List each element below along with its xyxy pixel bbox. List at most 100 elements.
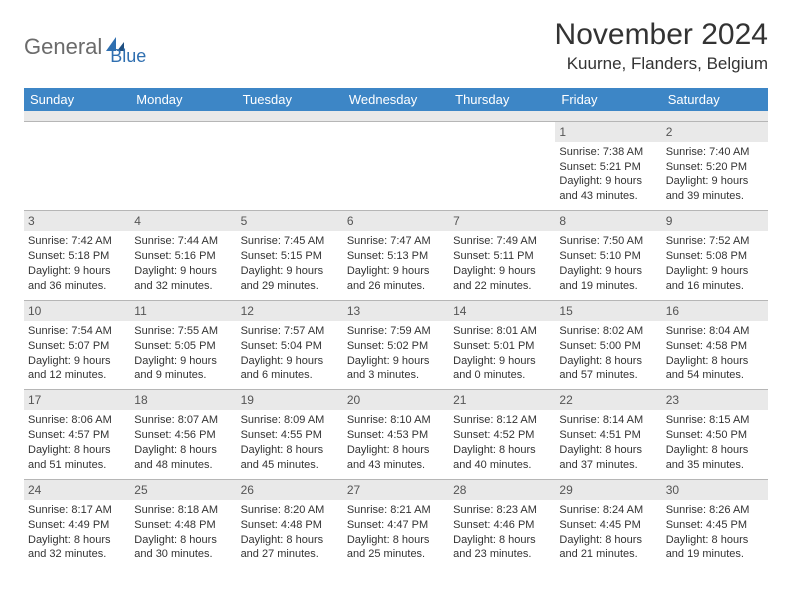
sunset-line: Sunset: 4:58 PM	[666, 339, 764, 354]
sunrise-line: Sunrise: 7:52 AM	[666, 234, 764, 249]
sunrise-line: Sunrise: 8:12 AM	[453, 413, 551, 428]
day-number: 4	[130, 211, 236, 231]
sunrise-line: Sunrise: 8:17 AM	[28, 503, 126, 518]
day-cell: 29Sunrise: 8:24 AMSunset: 4:45 PMDayligh…	[555, 479, 661, 568]
title-block: November 2024 Kuurne, Flanders, Belgium	[555, 18, 768, 74]
sunset-line: Sunset: 4:53 PM	[347, 428, 445, 443]
sunrise-line: Sunrise: 7:42 AM	[28, 234, 126, 249]
day-number: 1	[555, 122, 661, 142]
day-number: 19	[237, 390, 343, 410]
sunset-line: Sunset: 4:56 PM	[134, 428, 232, 443]
day-number: 25	[130, 480, 236, 500]
day-cell: 21Sunrise: 8:12 AMSunset: 4:52 PMDayligh…	[449, 390, 555, 480]
dow-sunday: Sunday	[24, 88, 130, 111]
day-number: 11	[130, 301, 236, 321]
daylight-line: Daylight: 9 hours and 6 minutes.	[241, 354, 339, 384]
dow-saturday: Saturday	[662, 88, 768, 111]
sunrise-line: Sunrise: 7:40 AM	[666, 145, 764, 160]
day-cell: 22Sunrise: 8:14 AMSunset: 4:51 PMDayligh…	[555, 390, 661, 480]
day-number: 7	[449, 211, 555, 231]
sunrise-line: Sunrise: 7:54 AM	[28, 324, 126, 339]
sunrise-line: Sunrise: 7:47 AM	[347, 234, 445, 249]
sunset-line: Sunset: 5:10 PM	[559, 249, 657, 264]
daylight-line: Daylight: 8 hours and 25 minutes.	[347, 533, 445, 563]
sunrise-line: Sunrise: 8:14 AM	[559, 413, 657, 428]
daylight-line: Daylight: 8 hours and 19 minutes.	[666, 533, 764, 563]
daylight-line: Daylight: 8 hours and 30 minutes.	[134, 533, 232, 563]
day-number: 16	[662, 301, 768, 321]
spacer-row	[24, 111, 768, 121]
sunrise-line: Sunrise: 7:55 AM	[134, 324, 232, 339]
day-number: 17	[24, 390, 130, 410]
sunrise-line: Sunrise: 7:57 AM	[241, 324, 339, 339]
day-number: 13	[343, 301, 449, 321]
daylight-line: Daylight: 9 hours and 3 minutes.	[347, 354, 445, 384]
week-row: 17Sunrise: 8:06 AMSunset: 4:57 PMDayligh…	[24, 390, 768, 480]
sunset-line: Sunset: 4:45 PM	[666, 518, 764, 533]
sunrise-line: Sunrise: 8:23 AM	[453, 503, 551, 518]
day-number: 21	[449, 390, 555, 410]
day-number: 27	[343, 480, 449, 500]
sunset-line: Sunset: 5:01 PM	[453, 339, 551, 354]
sunrise-line: Sunrise: 8:06 AM	[28, 413, 126, 428]
sunrise-line: Sunrise: 8:01 AM	[453, 324, 551, 339]
daylight-line: Daylight: 8 hours and 40 minutes.	[453, 443, 551, 473]
sunrise-line: Sunrise: 8:15 AM	[666, 413, 764, 428]
daylight-line: Daylight: 8 hours and 21 minutes.	[559, 533, 657, 563]
day-cell	[343, 121, 449, 211]
sunrise-line: Sunrise: 8:26 AM	[666, 503, 764, 518]
day-cell	[449, 121, 555, 211]
logo: General Blue	[24, 18, 146, 67]
day-cell: 8 Sunrise: 7:50 AMSunset: 5:10 PMDaylight…	[555, 211, 661, 301]
calendar-body: 1 Sunrise: 7:38 AMSunset: 5:21 PM Daylight…	[24, 121, 768, 568]
sunset-line: Sunset: 4:46 PM	[453, 518, 551, 533]
daylight-line: Daylight: 9 hours and 26 minutes.	[347, 264, 445, 294]
daylight-line: Daylight: 9 hours and 0 minutes.	[453, 354, 551, 384]
sunset-line: Sunset: 5:08 PM	[666, 249, 764, 264]
week-row: 3Sunrise: 7:42 AMSunset: 5:18 PMDaylight…	[24, 211, 768, 301]
day-cell: 13Sunrise: 7:59 AMSunset: 5:02 PMDayligh…	[343, 300, 449, 390]
sunrise-line: Sunrise: 7:38 AM	[559, 145, 657, 160]
day-cell: 1Sunrise: 7:38 AMSunset: 5:21 PMDaylight…	[555, 121, 661, 211]
daylight-line: Daylight: 8 hours and 57 minutes.	[559, 354, 657, 384]
day-cell: 10Sunrise: 7:54 AMSunset: 5:07 PMDayligh…	[24, 300, 130, 390]
sunrise-line: Sunrise: 8:10 AM	[347, 413, 445, 428]
day-number: 24	[24, 480, 130, 500]
sunset-line: Sunset: 5:00 PM	[559, 339, 657, 354]
sunset-line: Sunset: 4:51 PM	[559, 428, 657, 443]
calendar-table: Sunday Monday Tuesday Wednesday Thursday…	[24, 88, 768, 568]
daylight-line: Daylight: 8 hours and 32 minutes.	[28, 533, 126, 563]
sunset-line: Sunset: 5:11 PM	[453, 249, 551, 264]
sunrise-line: Sunrise: 7:50 AM	[559, 234, 657, 249]
day-number: 9	[662, 211, 768, 231]
sunset-line: Sunset: 4:48 PM	[241, 518, 339, 533]
day-cell: 4Sunrise: 7:44 AMSunset: 5:16 PMDaylight…	[130, 211, 236, 301]
week-row: 24Sunrise: 8:17 AMSunset: 4:49 PMDayligh…	[24, 479, 768, 568]
dow-tuesday: Tuesday	[237, 88, 343, 111]
day-number: 6	[343, 211, 449, 231]
sunset-line: Sunset: 5:04 PM	[241, 339, 339, 354]
day-number: 18	[130, 390, 236, 410]
day-number: 2	[662, 122, 768, 142]
dow-wednesday: Wednesday	[343, 88, 449, 111]
sunset-line: Sunset: 4:45 PM	[559, 518, 657, 533]
header: General Blue November 2024 Kuurne, Fland…	[24, 18, 768, 74]
sunrise-line: Sunrise: 8:21 AM	[347, 503, 445, 518]
dow-monday: Monday	[130, 88, 236, 111]
daylight-line: Daylight: 9 hours and 32 minutes.	[134, 264, 232, 294]
location: Kuurne, Flanders, Belgium	[555, 54, 768, 74]
logo-text-general: General	[24, 34, 102, 60]
sunset-line: Sunset: 5:21 PM	[559, 160, 657, 175]
sunset-line: Sunset: 4:48 PM	[134, 518, 232, 533]
day-cell: 14Sunrise: 8:01 AMSunset: 5:01 PMDayligh…	[449, 300, 555, 390]
sunset-line: Sunset: 5:18 PM	[28, 249, 126, 264]
sunrise-line: Sunrise: 8:18 AM	[134, 503, 232, 518]
day-number: 12	[237, 301, 343, 321]
day-number: 22	[555, 390, 661, 410]
daylight-line: Daylight: 9 hours and 36 minutes.	[28, 264, 126, 294]
daylight-line: Daylight: 9 hours and 19 minutes.	[559, 264, 657, 294]
daylight-line: Daylight: 8 hours and 23 minutes.	[453, 533, 551, 563]
day-cell: 2Sunrise: 7:40 AMSunset: 5:20 PMDaylight…	[662, 121, 768, 211]
day-cell: 15Sunrise: 8:02 AMSunset: 5:00 PMDayligh…	[555, 300, 661, 390]
day-number: 8	[555, 211, 661, 231]
